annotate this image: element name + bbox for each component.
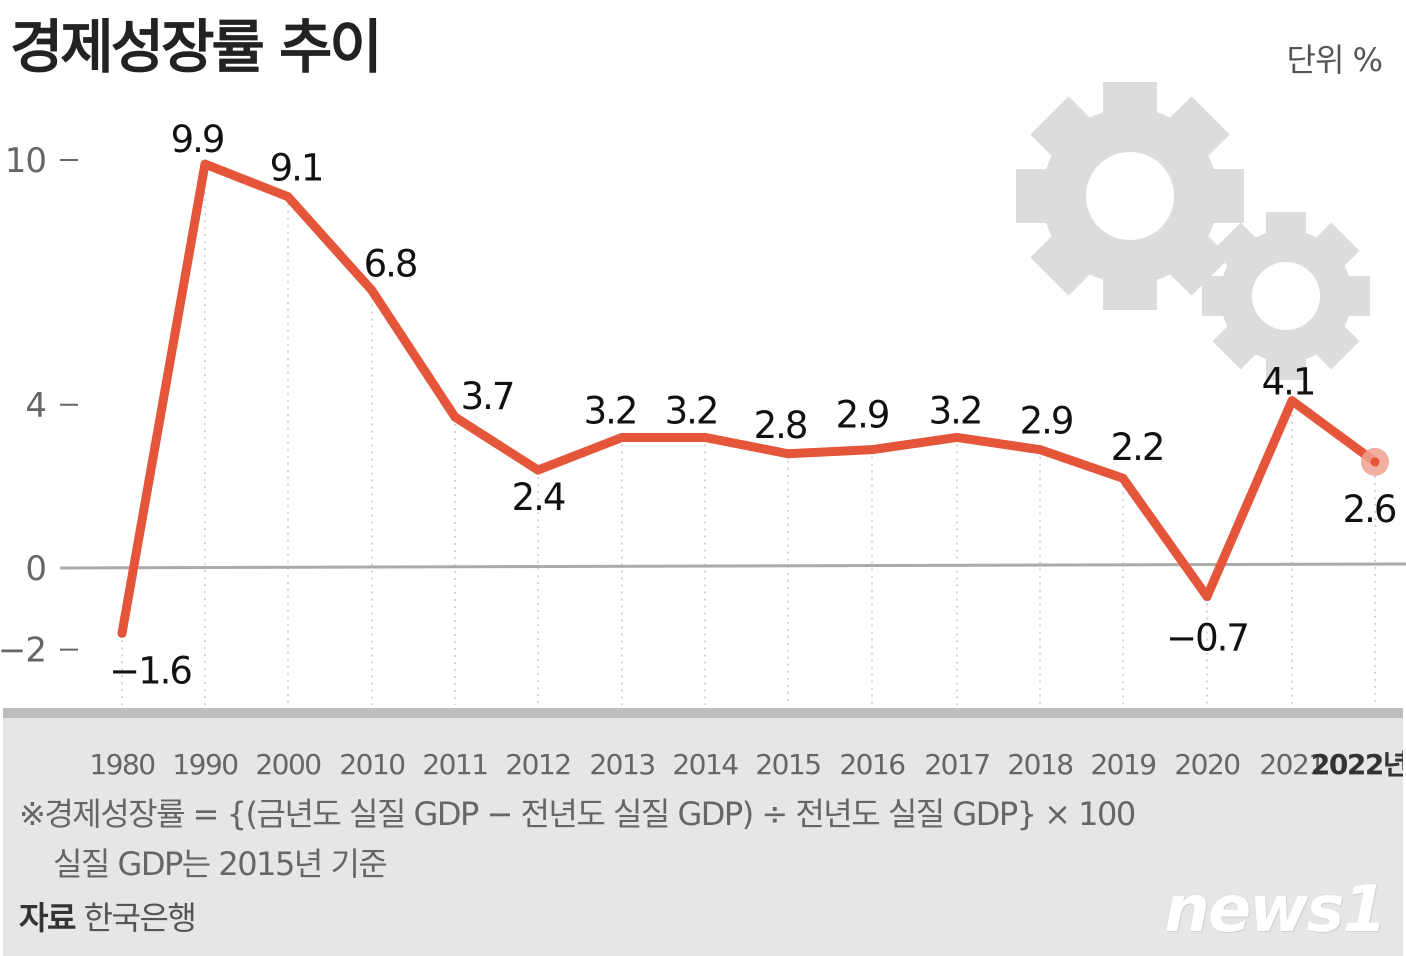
x-tick-label: 2019 <box>1090 748 1155 781</box>
series-line <box>117 159 1380 638</box>
data-label: 3.2 <box>584 389 637 432</box>
large-gear-icon <box>1016 82 1244 310</box>
data-label: −1.6 <box>109 649 191 692</box>
data-label: 4.1 <box>1262 361 1315 404</box>
x-tick-label: 2000 <box>255 748 320 781</box>
data-point <box>117 628 127 638</box>
data-point <box>867 445 877 455</box>
data-point <box>283 192 293 202</box>
data-label: 2.6 <box>1343 488 1396 531</box>
data-label: 6.8 <box>364 243 417 286</box>
data-label: 3.2 <box>929 389 982 432</box>
data-label: 9.1 <box>270 147 323 190</box>
formula-note: ※경제성장률 = {(금년도 실질 GDP − 전년도 실질 GDP) ÷ 전년… <box>19 795 1136 833</box>
data-point <box>1118 473 1128 483</box>
data-label: 2.9 <box>1020 400 1073 443</box>
x-tick-label: 2018 <box>1007 748 1072 781</box>
x-tick-label: 2022년 <box>1311 748 1403 781</box>
source-value: 한국은행 <box>83 899 197 937</box>
data-point <box>200 159 210 169</box>
data-point <box>617 432 627 442</box>
data-label: 2.8 <box>754 404 807 447</box>
y-axis: 10 4 0 −2 <box>0 141 78 671</box>
data-point <box>1035 445 1045 455</box>
x-tick-label: 1990 <box>172 748 237 781</box>
gear-tooth <box>1161 227 1230 296</box>
data-point <box>450 412 460 422</box>
y-tick-label: 10 <box>5 141 46 181</box>
y-tick-label: −2 <box>0 631 46 671</box>
gear-tooth <box>1030 96 1099 165</box>
x-tick-label: 2017 <box>924 748 989 781</box>
data-label: −0.7 <box>1166 617 1248 660</box>
data-label: 3.7 <box>461 375 514 418</box>
x-tick-label: 2010 <box>339 748 404 781</box>
news1-logo: news1 <box>1164 873 1387 947</box>
x-tick-label: 2020 <box>1174 748 1239 781</box>
data-label: 3.2 <box>665 389 718 432</box>
chart-title: 경제성장률 추이 <box>10 13 383 81</box>
small-gear-icon <box>1202 212 1370 380</box>
x-axis: 1980 1990 2000 2010 2011 2012 2013 2014 2015 2016… <box>89 748 1403 781</box>
growth-series <box>117 159 1389 638</box>
gear-tooth <box>1212 222 1265 275</box>
footer-panel: 1980 1990 2000 2010 2011 2012 2013 2014 2015 2016… <box>3 708 1403 956</box>
x-tick-label: 2011 <box>422 748 487 781</box>
data-point <box>1202 592 1212 602</box>
data-point <box>367 286 377 296</box>
x-tick-label: 2013 <box>589 748 654 781</box>
data-label: 2.9 <box>836 394 889 437</box>
x-tick-label: 2016 <box>839 748 905 781</box>
data-point <box>783 449 793 459</box>
data-labels: −1.6 9.9 9.1 6.8 3.7 2.4 3.2 3.2 2.8 2.9 3.2 2.9 2.2… <box>109 118 1398 692</box>
data-point <box>952 432 962 442</box>
gear-tooth <box>1307 222 1360 275</box>
data-point <box>700 432 710 442</box>
gear-tooth <box>1030 227 1099 296</box>
data-point <box>1370 457 1380 467</box>
source-line: 자료 한국은행 <box>19 899 197 937</box>
x-tick-label: 2015 <box>755 748 820 781</box>
zero-line <box>59 562 1406 570</box>
data-label: 2.4 <box>512 476 565 519</box>
gear-tooth <box>1161 96 1230 165</box>
x-tick-label: 2014 <box>672 748 738 781</box>
gear-hole <box>1086 152 1174 240</box>
source-label: 자료 <box>19 899 76 937</box>
y-tick-label: 4 <box>25 386 46 426</box>
data-label: 9.9 <box>171 118 224 161</box>
x-tick-label: 1980 <box>89 748 154 781</box>
unit-label: 단위 % <box>1286 41 1383 79</box>
x-tick-label: 2012 <box>505 748 570 781</box>
data-label: 2.2 <box>1111 426 1164 469</box>
x-tick-label: 2021 <box>1259 748 1324 781</box>
data-point <box>533 465 543 475</box>
gear-hole <box>1252 262 1320 330</box>
base-note: 실질 GDP는 2015년 기준 <box>53 845 388 883</box>
gear-tooth <box>1307 317 1360 370</box>
gear-tooth <box>1212 317 1265 370</box>
data-point <box>1287 396 1297 406</box>
y-tick-label: 0 <box>25 549 46 589</box>
gears-decoration <box>1016 82 1370 380</box>
